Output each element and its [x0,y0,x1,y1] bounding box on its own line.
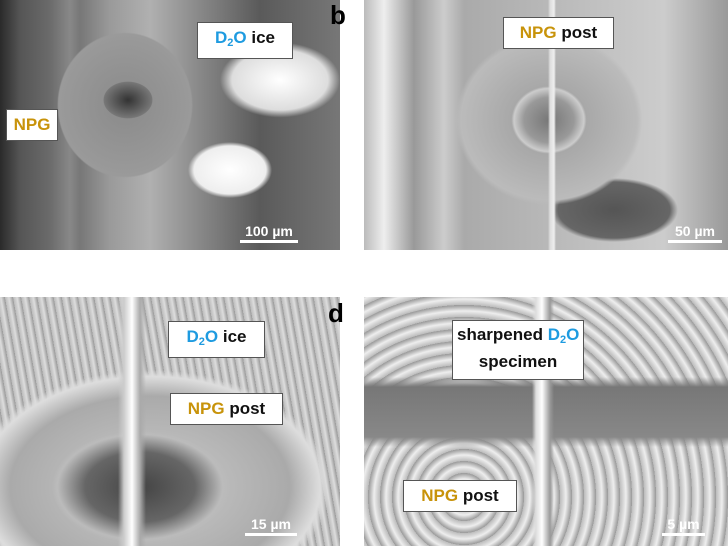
scale-bar: 5 µm [662,516,705,536]
label-text: 2 [227,37,234,49]
label-text: NPG [519,23,557,42]
label-text: 2 [198,336,205,348]
label: NPG [6,109,58,141]
label-text: NPG [421,486,459,505]
label-text: post [556,23,598,42]
label: NPG post [403,480,517,512]
label-text: O [566,325,580,344]
label-text: specimen [478,352,558,371]
label-text: ice [246,28,275,47]
label-text: D [547,325,560,344]
label-text: sharpened [457,325,548,344]
label-text: D [186,327,199,346]
label-text: post [458,486,499,505]
label: NPG post [170,393,283,425]
scale-bar: 100 µm [240,223,298,243]
label: D2O ice [168,321,265,358]
panel-letter: d [328,298,344,328]
label: D2O ice [197,22,293,59]
label-text: NPG [187,399,225,418]
label-text: D [215,28,228,47]
label-text: O [233,28,247,47]
label-text: O [204,327,219,346]
label: NPG post [503,17,614,49]
scale-bar: 15 µm [245,516,297,536]
scale-bar: 50 µm [668,223,722,243]
label: sharpened D2O specimen [452,320,584,380]
panel-letter: b [330,0,346,30]
label-text: 2 [559,334,567,346]
label-text: post [224,399,266,418]
label-text: NPG [13,115,51,134]
label-text: ice [218,327,247,346]
